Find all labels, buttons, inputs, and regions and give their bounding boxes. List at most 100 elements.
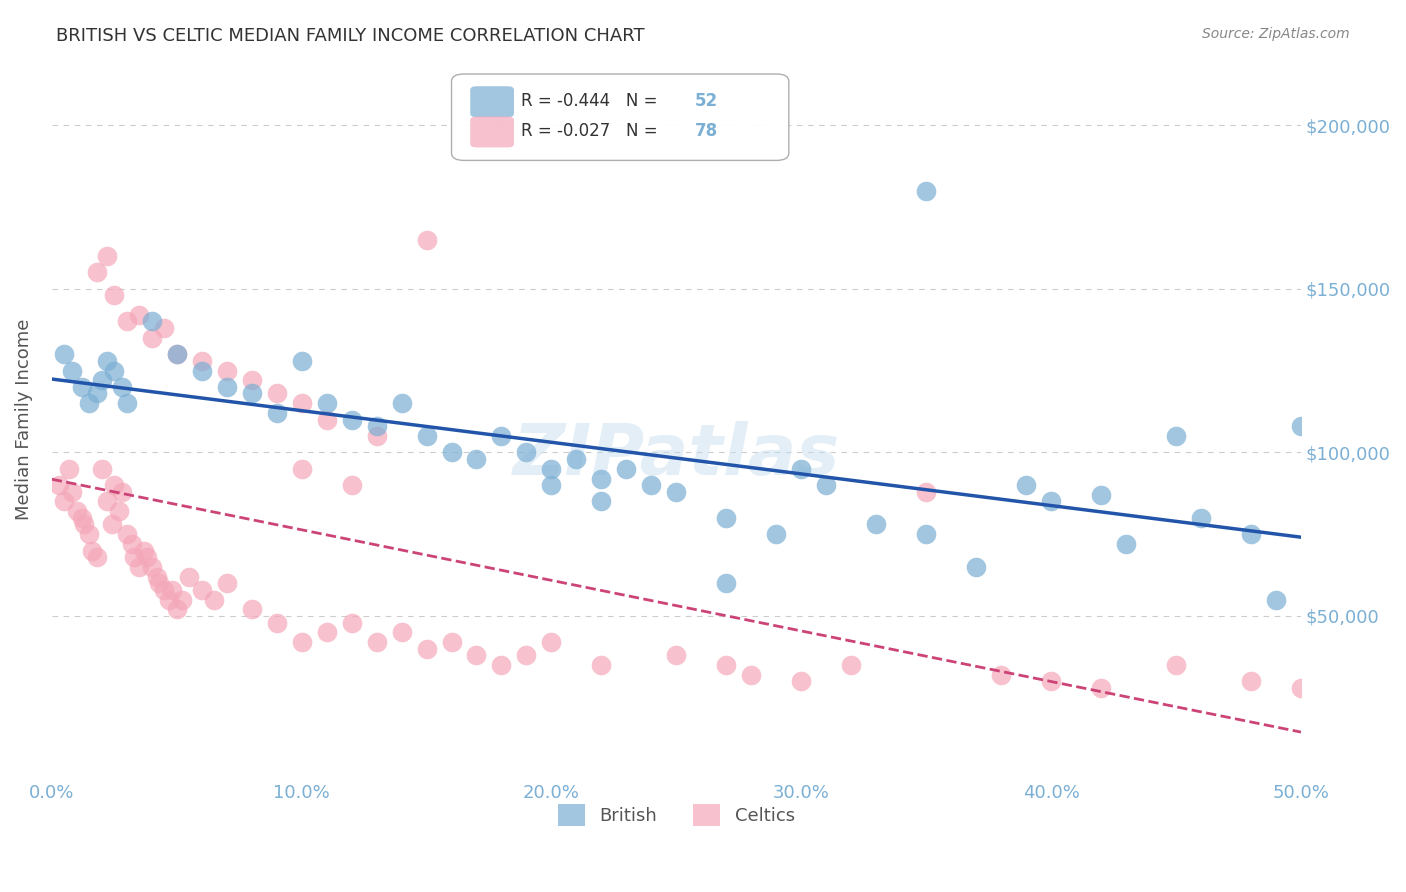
Point bbox=[391, 625, 413, 640]
Point bbox=[1164, 429, 1187, 443]
Point bbox=[66, 504, 89, 518]
Point bbox=[315, 396, 337, 410]
Point bbox=[1090, 681, 1112, 695]
Point bbox=[145, 570, 167, 584]
Point bbox=[839, 658, 862, 673]
Text: R = -0.444   N =: R = -0.444 N = bbox=[522, 92, 664, 110]
Point bbox=[96, 494, 118, 508]
Point bbox=[540, 635, 562, 649]
Point bbox=[340, 615, 363, 630]
Point bbox=[315, 625, 337, 640]
Point bbox=[103, 478, 125, 492]
Point bbox=[1015, 478, 1038, 492]
FancyBboxPatch shape bbox=[470, 87, 515, 117]
Point bbox=[141, 314, 163, 328]
Point bbox=[148, 576, 170, 591]
Point bbox=[716, 510, 738, 524]
Point bbox=[96, 249, 118, 263]
Point bbox=[240, 386, 263, 401]
Point bbox=[340, 478, 363, 492]
Point bbox=[90, 373, 112, 387]
Text: 78: 78 bbox=[695, 122, 718, 140]
Point bbox=[111, 484, 134, 499]
Point bbox=[108, 504, 131, 518]
Point bbox=[1240, 527, 1263, 541]
Point bbox=[86, 550, 108, 565]
Point bbox=[115, 314, 138, 328]
Text: BRITISH VS CELTIC MEDIAN FAMILY INCOME CORRELATION CHART: BRITISH VS CELTIC MEDIAN FAMILY INCOME C… bbox=[56, 27, 645, 45]
Text: ZIPatlas: ZIPatlas bbox=[513, 421, 839, 490]
Point bbox=[153, 582, 176, 597]
Point bbox=[215, 380, 238, 394]
Text: Source: ZipAtlas.com: Source: ZipAtlas.com bbox=[1202, 27, 1350, 41]
Point bbox=[1289, 681, 1312, 695]
Point bbox=[1040, 674, 1063, 689]
Point bbox=[1090, 488, 1112, 502]
Point bbox=[815, 478, 838, 492]
Point bbox=[515, 648, 537, 663]
Point bbox=[591, 471, 613, 485]
Point bbox=[1265, 592, 1288, 607]
Point bbox=[665, 484, 688, 499]
Point bbox=[115, 396, 138, 410]
Point bbox=[215, 363, 238, 377]
Point bbox=[86, 386, 108, 401]
Point bbox=[415, 641, 437, 656]
Point bbox=[115, 527, 138, 541]
Point bbox=[70, 380, 93, 394]
Point bbox=[240, 373, 263, 387]
Point bbox=[790, 674, 813, 689]
Point bbox=[965, 560, 987, 574]
Point bbox=[790, 461, 813, 475]
Point bbox=[465, 451, 488, 466]
Point bbox=[190, 353, 212, 368]
Point bbox=[266, 615, 288, 630]
Point bbox=[111, 380, 134, 394]
Point bbox=[215, 576, 238, 591]
Point bbox=[122, 550, 145, 565]
Point bbox=[141, 331, 163, 345]
Point bbox=[73, 517, 96, 532]
FancyBboxPatch shape bbox=[451, 74, 789, 161]
Point bbox=[80, 543, 103, 558]
Point bbox=[1189, 510, 1212, 524]
Point bbox=[366, 419, 388, 434]
Point bbox=[60, 363, 83, 377]
Point bbox=[128, 560, 150, 574]
Point bbox=[765, 527, 787, 541]
Point bbox=[1289, 419, 1312, 434]
Point bbox=[100, 517, 122, 532]
Point bbox=[915, 184, 938, 198]
Point bbox=[170, 592, 193, 607]
Text: 52: 52 bbox=[695, 92, 718, 110]
Point bbox=[166, 347, 188, 361]
Point bbox=[90, 461, 112, 475]
Point bbox=[291, 396, 314, 410]
Point bbox=[740, 668, 762, 682]
Point bbox=[266, 406, 288, 420]
Point bbox=[315, 412, 337, 426]
Point bbox=[1040, 494, 1063, 508]
Point bbox=[716, 658, 738, 673]
FancyBboxPatch shape bbox=[470, 117, 515, 147]
Point bbox=[1164, 658, 1187, 673]
Point bbox=[160, 582, 183, 597]
Point bbox=[202, 592, 225, 607]
Point bbox=[157, 592, 180, 607]
Point bbox=[616, 461, 638, 475]
Point bbox=[153, 321, 176, 335]
Point bbox=[415, 233, 437, 247]
Point bbox=[915, 527, 938, 541]
Point bbox=[291, 461, 314, 475]
Point bbox=[340, 412, 363, 426]
Point bbox=[96, 353, 118, 368]
Point bbox=[515, 445, 537, 459]
Point bbox=[440, 445, 463, 459]
Point bbox=[190, 582, 212, 597]
Point bbox=[86, 265, 108, 279]
Point bbox=[128, 308, 150, 322]
Legend: British, Celtics: British, Celtics bbox=[548, 796, 804, 836]
Point bbox=[166, 347, 188, 361]
Point bbox=[366, 635, 388, 649]
Point bbox=[291, 353, 314, 368]
